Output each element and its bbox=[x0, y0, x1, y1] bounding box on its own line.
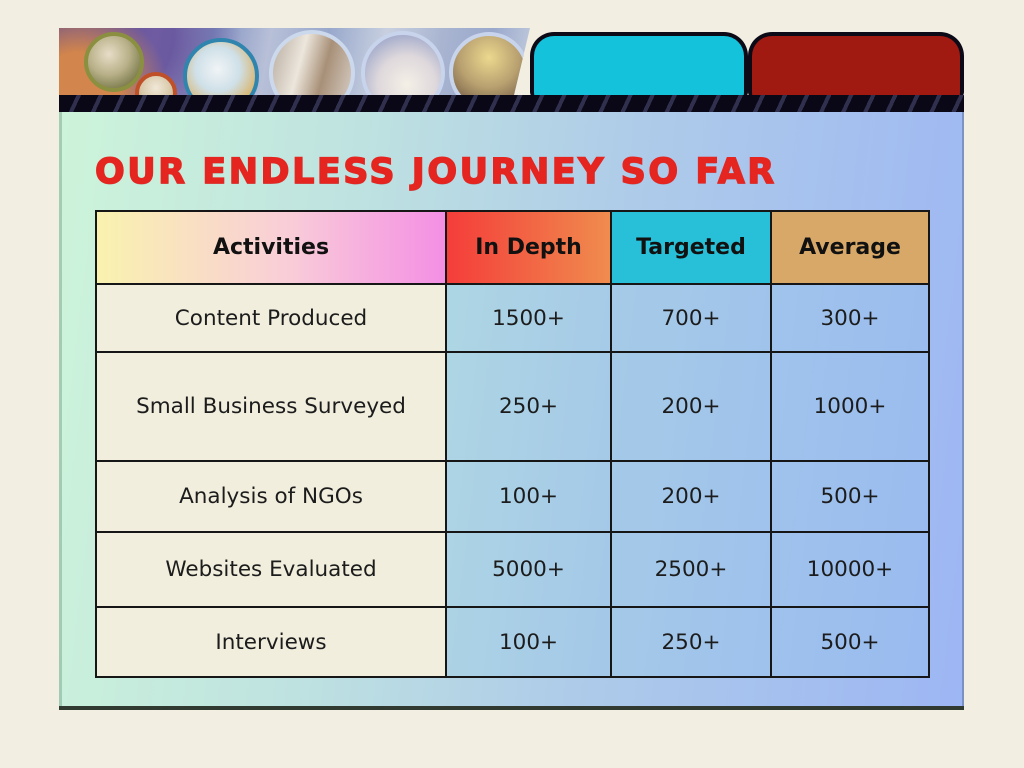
meeting-documents-photo bbox=[183, 38, 259, 97]
table-row: Content Produced 1500+ 700+ 300+ bbox=[95, 283, 930, 353]
engineer-portrait-photo bbox=[135, 72, 177, 97]
activity-cell: Analysis of NGOs bbox=[95, 460, 447, 533]
celebrating-team-photo bbox=[361, 31, 445, 97]
table-row: Analysis of NGOs 100+ 200+ 500+ bbox=[95, 460, 930, 533]
value-cell: 500+ bbox=[770, 460, 930, 533]
value-cell: 100+ bbox=[445, 606, 612, 678]
activity-cell: Websites Evaluated bbox=[95, 531, 447, 608]
value-cell: 1000+ bbox=[770, 351, 930, 462]
value-cell: 300+ bbox=[770, 283, 930, 353]
value-cell: 100+ bbox=[445, 460, 612, 533]
value-cell: 250+ bbox=[610, 606, 772, 678]
journey-data-table: Activities In Depth Targeted Average Con… bbox=[95, 210, 930, 678]
hatched-divider-bar bbox=[59, 95, 964, 113]
table-row: Interviews 100+ 250+ 500+ bbox=[95, 606, 930, 678]
table-header-row: Activities In Depth Targeted Average bbox=[95, 210, 930, 285]
activity-cell: Small Business Surveyed bbox=[95, 351, 447, 462]
column-header-activities: Activities bbox=[95, 210, 447, 285]
red-folder-tab[interactable] bbox=[748, 32, 964, 98]
table-row: Small Business Surveyed 250+ 200+ 1000+ bbox=[95, 351, 930, 462]
value-cell: 1500+ bbox=[445, 283, 612, 353]
value-cell: 2500+ bbox=[610, 531, 772, 608]
photo-collage-strip bbox=[59, 28, 530, 97]
value-cell: 500+ bbox=[770, 606, 930, 678]
cyan-folder-tab[interactable] bbox=[530, 32, 748, 98]
column-header-average: Average bbox=[770, 210, 930, 285]
slide-panel: OUR ENDLESS JOURNEY SO FAR Activities In… bbox=[59, 112, 964, 710]
value-cell: 5000+ bbox=[445, 531, 612, 608]
hardhat-discussion-photo bbox=[269, 30, 355, 97]
activity-cell: Content Produced bbox=[95, 283, 447, 353]
value-cell: 250+ bbox=[445, 351, 612, 462]
workers-crowd-photo bbox=[449, 32, 529, 97]
column-header-in-depth: In Depth bbox=[445, 210, 612, 285]
value-cell: 200+ bbox=[610, 351, 772, 462]
column-header-targeted: Targeted bbox=[610, 210, 772, 285]
business-team-photo bbox=[84, 32, 144, 92]
slide-title: OUR ENDLESS JOURNEY SO FAR bbox=[94, 151, 777, 192]
value-cell: 200+ bbox=[610, 460, 772, 533]
value-cell: 700+ bbox=[610, 283, 772, 353]
value-cell: 10000+ bbox=[770, 531, 930, 608]
table-row: Websites Evaluated 5000+ 2500+ 10000+ bbox=[95, 531, 930, 608]
activity-cell: Interviews bbox=[95, 606, 447, 678]
